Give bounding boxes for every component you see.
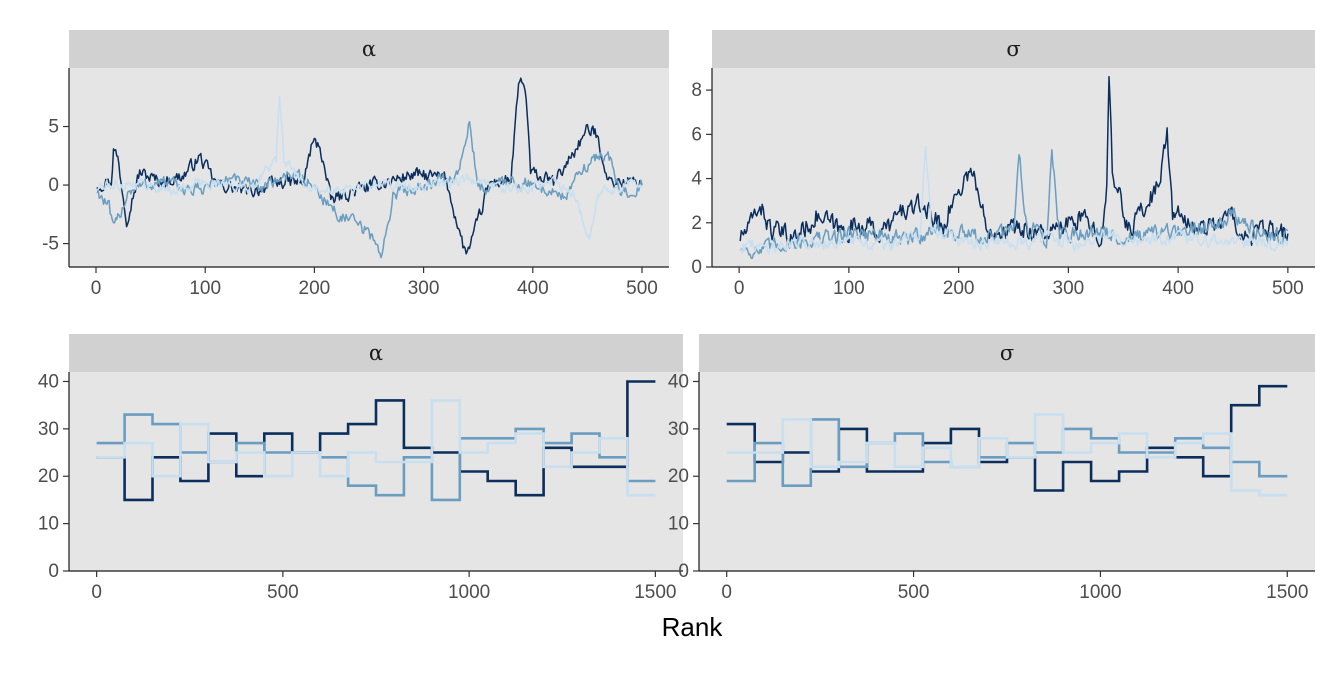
x-tick-label: 1000 <box>1079 582 1121 603</box>
x-tick-label: 0 <box>91 278 102 299</box>
x-tick-label: 400 <box>517 278 549 299</box>
strip-title: α <box>362 37 376 61</box>
x-tick-label: 0 <box>91 582 102 603</box>
y-tick-label: 0 <box>691 257 702 278</box>
strip-title: σ <box>1006 37 1020 61</box>
panel-sigma-rank: σ 0 10 20 30 40 0 500 1000 1500 <box>668 334 1315 603</box>
panel-sigma-trace: σ 0 2 4 6 8 0 100 200 300 400 500 <box>691 30 1315 299</box>
y-tick-label: 10 <box>668 514 689 535</box>
y-tick-label: 30 <box>38 419 59 440</box>
x-tick-label: 1500 <box>1266 582 1308 603</box>
y-tick-label: 2 <box>691 213 702 234</box>
y-tick-label: 40 <box>668 371 689 392</box>
x-tick-label: 100 <box>833 278 865 299</box>
x-tick-label: 400 <box>1162 278 1194 299</box>
x-tick-label: 300 <box>408 278 440 299</box>
x-tick-label: 1500 <box>634 582 676 603</box>
x-tick-label: 0 <box>721 582 732 603</box>
plot-background <box>69 68 669 267</box>
y-tick-label: 40 <box>38 371 59 392</box>
y-tick-label: 4 <box>691 169 702 190</box>
x-tick-label: 500 <box>626 278 658 299</box>
x-tick-label: 0 <box>734 278 745 299</box>
x-tick-label: 300 <box>1053 278 1085 299</box>
x-axis-title: Rank <box>662 612 724 642</box>
x-tick-label: 200 <box>943 278 975 299</box>
x-tick-label: 500 <box>1272 278 1304 299</box>
y-tick-label: 30 <box>668 419 689 440</box>
chain-3-trace-line <box>96 95 643 241</box>
chain-3-rank-step-line <box>726 413 1288 497</box>
strip-background-left <box>69 30 669 68</box>
y-tick-label: 0 <box>48 175 59 196</box>
strip-background-left <box>69 334 683 372</box>
y-tick-label: 5 <box>48 117 59 138</box>
strip-title: α <box>369 341 383 365</box>
strip-background-right <box>699 334 1315 372</box>
y-tick-label: 20 <box>38 466 59 487</box>
y-tick-label: 10 <box>38 514 59 535</box>
chain-2-trace-line <box>96 120 643 259</box>
strip-background-right <box>712 30 1315 68</box>
y-tick-label: 20 <box>668 466 689 487</box>
y-tick-label: 6 <box>691 124 702 145</box>
y-tick-label: 8 <box>691 80 702 101</box>
chain-3-rank-step-line <box>96 399 656 497</box>
plot-background <box>699 372 1315 571</box>
y-tick-label: -5 <box>42 234 59 255</box>
x-tick-label: 200 <box>299 278 331 299</box>
panel-alpha-rank: α 0 10 20 30 40 0 500 1000 1500 <box>38 334 683 603</box>
chain-2-rank-step-line <box>96 413 656 502</box>
y-tick-label: 0 <box>678 561 689 582</box>
x-tick-label: 100 <box>189 278 221 299</box>
plot-background <box>712 68 1315 267</box>
x-tick-label: 500 <box>898 582 930 603</box>
strip-title: σ <box>1000 341 1014 365</box>
x-tick-label: 1000 <box>448 582 490 603</box>
x-tick-label: 500 <box>267 582 299 603</box>
y-tick-label: 0 <box>48 561 59 582</box>
chain-3-trace-line <box>739 145 1289 255</box>
